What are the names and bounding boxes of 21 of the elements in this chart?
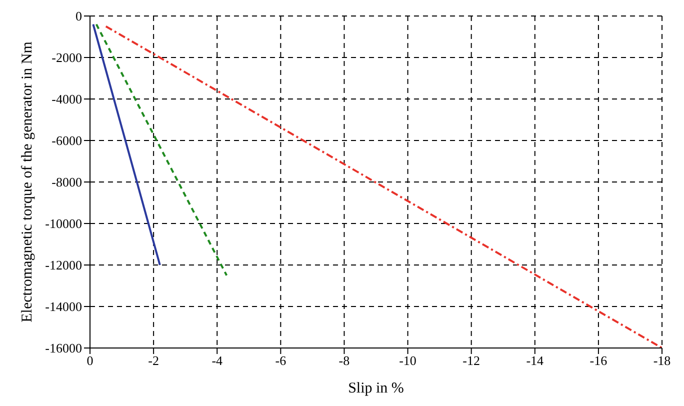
- x-tick-label: -10: [399, 353, 416, 368]
- x-tick-label: -4: [212, 353, 224, 368]
- y-tick-label: -4000: [52, 92, 82, 107]
- x-tick-label: -8: [338, 353, 350, 368]
- x-tick-label: 0: [86, 353, 94, 368]
- y-tick-label: 0: [76, 8, 82, 24]
- x-tick-label: -18: [653, 353, 671, 368]
- x-axis-title: Slip in %: [348, 380, 404, 397]
- y-tick-label: -14000: [45, 299, 82, 314]
- x-tick-label: -14: [526, 353, 544, 368]
- y-axis-title: Electromagnetic torque of the generator in Nm: [19, 41, 36, 322]
- x-tick-label: -6: [275, 353, 287, 368]
- y-tick-label: -6000: [52, 133, 82, 148]
- y-tick-label: -2000: [52, 50, 82, 66]
- x-tick-label: -2: [148, 353, 159, 368]
- x-tick-label: -12: [462, 353, 480, 368]
- y-tick-label: -8000: [52, 174, 82, 190]
- y-tick-label: -10000: [45, 216, 82, 232]
- y-tick-label: -16000: [45, 340, 82, 356]
- x-tick-label: -16: [590, 353, 608, 368]
- y-tick-label: -12000: [45, 258, 82, 273]
